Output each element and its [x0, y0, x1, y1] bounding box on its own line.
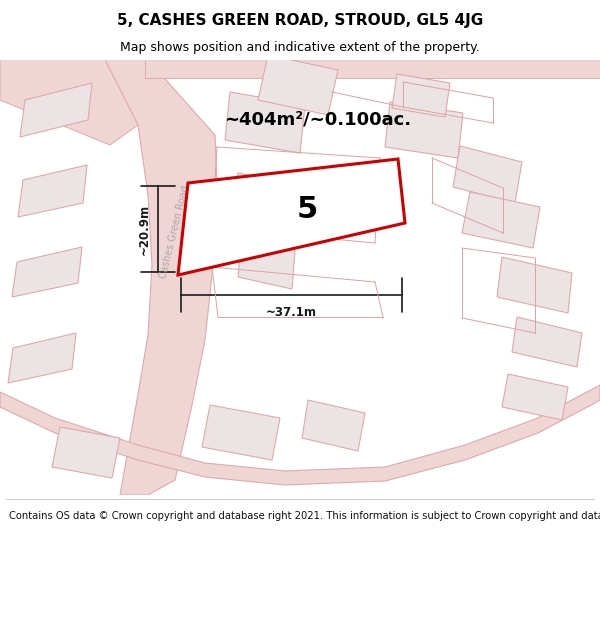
Polygon shape — [238, 238, 295, 289]
Polygon shape — [52, 427, 120, 478]
Polygon shape — [385, 102, 463, 158]
Text: Contains OS data © Crown copyright and database right 2021. This information is : Contains OS data © Crown copyright and d… — [9, 511, 600, 521]
Polygon shape — [18, 165, 87, 217]
Polygon shape — [512, 317, 582, 367]
Polygon shape — [302, 400, 365, 451]
Polygon shape — [462, 192, 540, 248]
Polygon shape — [145, 60, 600, 78]
Polygon shape — [225, 92, 305, 153]
Text: Cashes Green Road: Cashes Green Road — [158, 184, 191, 279]
Polygon shape — [0, 385, 600, 485]
Polygon shape — [20, 83, 92, 137]
Polygon shape — [258, 55, 338, 115]
Text: ~20.9m: ~20.9m — [137, 204, 151, 254]
Polygon shape — [8, 333, 76, 383]
Polygon shape — [12, 247, 82, 297]
Polygon shape — [178, 159, 405, 275]
Text: Map shows position and indicative extent of the property.: Map shows position and indicative extent… — [120, 41, 480, 54]
Polygon shape — [453, 146, 522, 203]
Polygon shape — [392, 74, 450, 117]
Text: ~404m²/~0.100ac.: ~404m²/~0.100ac. — [224, 111, 412, 129]
Text: ~37.1m: ~37.1m — [266, 306, 317, 319]
Polygon shape — [502, 374, 568, 420]
Polygon shape — [0, 60, 138, 145]
Text: 5, CASHES GREEN ROAD, STROUD, GL5 4JG: 5, CASHES GREEN ROAD, STROUD, GL5 4JG — [117, 13, 483, 28]
Text: 5: 5 — [296, 196, 318, 224]
Polygon shape — [497, 257, 572, 313]
Polygon shape — [105, 60, 218, 495]
Polygon shape — [232, 173, 308, 231]
Polygon shape — [202, 405, 280, 460]
